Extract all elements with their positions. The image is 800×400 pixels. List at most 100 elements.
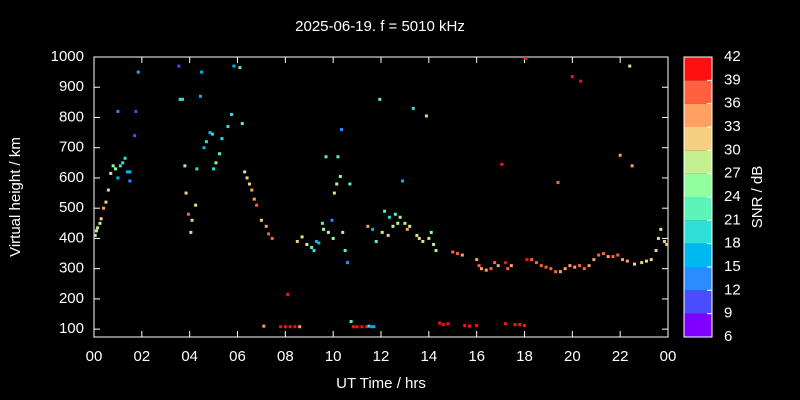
- data-point: [218, 152, 222, 156]
- x-tick-label: 10: [325, 348, 342, 365]
- data-point: [338, 174, 342, 178]
- data-point: [477, 264, 481, 268]
- data-point: [121, 161, 125, 165]
- data-point: [396, 221, 400, 225]
- x-tick-label: 18: [516, 348, 533, 365]
- data-point: [369, 325, 373, 329]
- x-tick-label: 00: [86, 348, 103, 365]
- colorbar-band: [684, 267, 712, 291]
- data-point: [198, 94, 202, 98]
- data-point: [518, 323, 522, 327]
- data-point: [393, 212, 397, 216]
- data-point: [355, 325, 359, 329]
- data-point: [349, 320, 353, 324]
- colorbar-band: [684, 243, 712, 267]
- y-tick-label: 900: [59, 78, 84, 95]
- data-point: [116, 109, 120, 113]
- data-point: [134, 109, 138, 113]
- data-point: [401, 179, 405, 183]
- data-point: [611, 255, 615, 259]
- data-point: [549, 267, 553, 271]
- data-point: [556, 180, 560, 184]
- colorbar-band: [684, 150, 712, 174]
- data-point: [104, 200, 108, 204]
- data-point: [283, 325, 287, 329]
- data-point: [340, 128, 344, 132]
- colorbar-tick-label: 33: [724, 118, 741, 135]
- data-point: [293, 325, 297, 329]
- data-point: [288, 325, 292, 329]
- data-point: [279, 325, 283, 329]
- data-point: [259, 218, 263, 222]
- data-point: [408, 224, 412, 228]
- data-point: [317, 241, 321, 245]
- data-point: [125, 170, 129, 174]
- data-point: [214, 161, 218, 165]
- data-point: [106, 188, 110, 192]
- data-point: [247, 182, 251, 186]
- data-point: [633, 262, 637, 266]
- data-point: [417, 236, 421, 240]
- data-point: [330, 218, 334, 222]
- data-point: [374, 239, 378, 243]
- data-point: [210, 132, 214, 136]
- y-tick-label: 600: [59, 169, 84, 186]
- data-point: [665, 242, 669, 246]
- data-point: [310, 245, 314, 249]
- y-tick-label: 700: [59, 139, 84, 156]
- data-point: [270, 236, 274, 240]
- data-point: [621, 258, 625, 262]
- data-point: [230, 112, 234, 116]
- data-point: [503, 261, 507, 265]
- data-point: [348, 182, 352, 186]
- colorbar-tick-label: 12: [724, 281, 741, 298]
- data-point: [432, 242, 436, 246]
- data-point: [320, 221, 324, 225]
- data-point: [618, 153, 622, 157]
- data-point: [365, 325, 369, 329]
- data-point: [601, 252, 605, 256]
- colorbar-tick-label: 24: [724, 188, 741, 205]
- data-point: [116, 176, 120, 180]
- data-point: [513, 323, 517, 327]
- data-point: [372, 325, 376, 329]
- data-point: [625, 259, 629, 263]
- data-point: [298, 325, 302, 329]
- x-tick-label: 20: [564, 348, 581, 365]
- data-point: [378, 97, 382, 101]
- data-point: [415, 233, 419, 237]
- data-point: [367, 324, 371, 328]
- data-point: [573, 265, 577, 269]
- data-point: [587, 264, 591, 268]
- data-point: [183, 164, 187, 168]
- data-point: [523, 324, 526, 328]
- y-tick-label: 100: [59, 320, 84, 337]
- data-point: [467, 324, 471, 328]
- data-point: [386, 233, 390, 237]
- data-point: [93, 233, 97, 237]
- colorbar-tick-label: 39: [724, 71, 741, 88]
- data-point: [351, 325, 355, 329]
- colorbar-band: [684, 220, 712, 244]
- data-point: [456, 252, 460, 256]
- data-point: [405, 227, 409, 231]
- data-point: [616, 253, 620, 257]
- data-point: [118, 164, 122, 168]
- data-point: [200, 70, 204, 74]
- data-point: [500, 162, 504, 166]
- data-point: [656, 236, 660, 240]
- data-point: [202, 146, 206, 150]
- data-point: [654, 249, 658, 253]
- data-point: [312, 249, 316, 253]
- data-point: [204, 140, 208, 144]
- data-point: [446, 322, 450, 326]
- data-point: [606, 255, 610, 259]
- colorbar-band: [684, 80, 712, 104]
- data-point: [360, 325, 364, 329]
- data-point: [570, 75, 574, 79]
- y-axis-label: Virtual height / km: [7, 137, 24, 257]
- data-point: [123, 156, 127, 160]
- colorbar-tick-label: 30: [724, 141, 741, 158]
- data-point: [99, 217, 103, 221]
- data-point: [252, 197, 256, 201]
